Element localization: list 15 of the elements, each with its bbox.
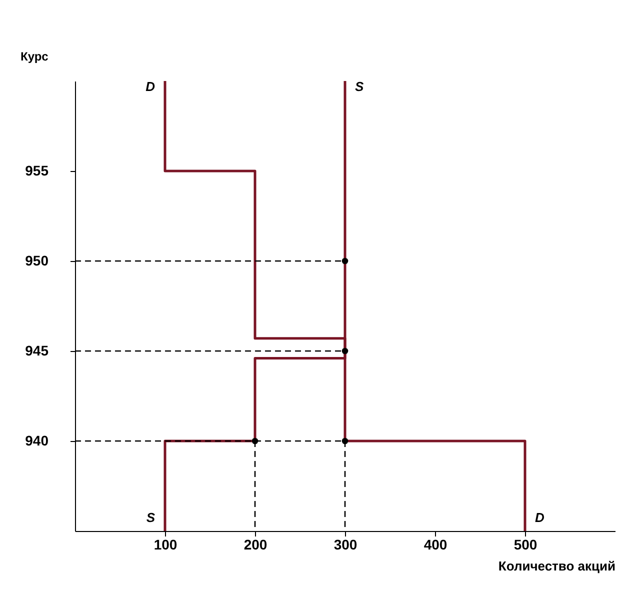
y-tick-label: 940: [25, 432, 49, 448]
x-tick-label: 500: [514, 536, 538, 552]
y-tick-label: 945: [25, 342, 49, 358]
annotation: D: [535, 510, 545, 525]
x-tick-label: 200: [244, 536, 268, 552]
x-axis-title: Количество акций: [498, 558, 616, 574]
x-tick-label: 100: [154, 536, 178, 552]
annotation: D: [146, 79, 156, 94]
x-tick-label: 400: [424, 536, 448, 552]
annotation: S: [146, 510, 156, 525]
y-tick-label: 955: [25, 162, 49, 178]
y-tick-label: 950: [25, 252, 49, 268]
x-tick-label: 300: [334, 536, 358, 552]
y-axis-title: Курс: [20, 50, 49, 64]
annotation: S: [355, 79, 364, 94]
